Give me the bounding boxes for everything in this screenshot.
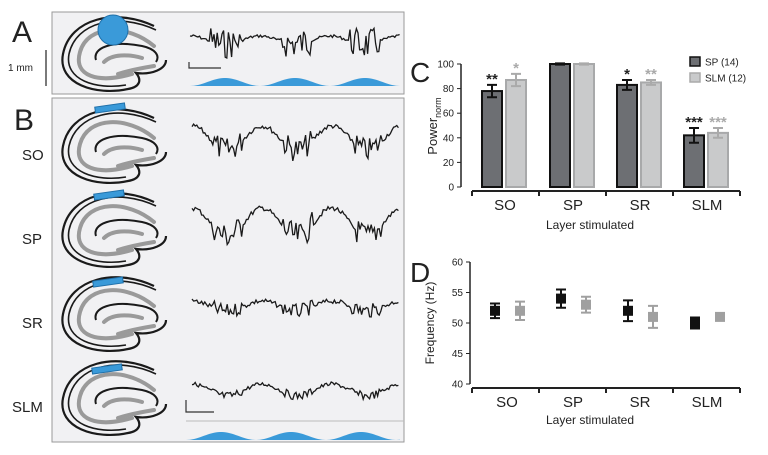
- lfp-trace: [191, 205, 399, 247]
- panel-b-letter: B: [14, 104, 34, 137]
- lfp-trace: [191, 298, 399, 318]
- x-tick-label: SLM: [692, 394, 723, 411]
- y-tick-label: 40: [452, 380, 464, 391]
- y-tick-label: 0: [448, 183, 454, 194]
- bar: [616, 83, 638, 188]
- stimulus-waveform-b: [186, 432, 400, 440]
- scale-label: 1 mm: [8, 63, 33, 74]
- stimulus-waveform-a: [190, 78, 400, 86]
- error-bar: [579, 62, 589, 66]
- y-axis-label-subscript: norm: [433, 97, 443, 118]
- stimulation-electrode: [94, 102, 126, 114]
- row-so: SO: [22, 102, 399, 185]
- error-bar: [511, 72, 521, 88]
- row-label: SP: [22, 231, 42, 248]
- data-point: [690, 318, 700, 328]
- bar: [707, 131, 729, 189]
- x-tick-label: SO: [494, 197, 516, 214]
- y-tick-label: 60: [443, 109, 455, 120]
- x-axis-label: Layer stimulated: [546, 413, 634, 427]
- row-slm: SLM: [12, 359, 399, 437]
- y-tick-label: 100: [437, 60, 454, 71]
- legend-label: SLM (12): [705, 74, 746, 85]
- lfp-trace: [191, 381, 399, 402]
- data-point: [490, 305, 500, 316]
- bar: [481, 90, 503, 188]
- data-point: [581, 299, 591, 310]
- significance-marker: ***: [685, 114, 703, 131]
- error-bar: [487, 83, 497, 99]
- y-tick-label: 60: [452, 258, 464, 269]
- error-bar: [555, 62, 565, 66]
- error-bar: [689, 126, 699, 144]
- x-axis-label: Layer stimulated: [546, 218, 634, 232]
- panel-d-letter: D: [410, 257, 430, 288]
- legend-swatch: [689, 72, 701, 83]
- x-tick-label: SO: [496, 394, 518, 411]
- row-label: SR: [22, 315, 43, 332]
- y-tick-label: 55: [452, 288, 464, 299]
- y-axis-label: Frequency (Hz): [423, 282, 437, 365]
- stimulation-electrode: [91, 363, 123, 375]
- significance-marker: *: [624, 66, 630, 83]
- data-point: [715, 311, 725, 322]
- legend-label: SP (14): [705, 58, 739, 69]
- error-bar: [713, 126, 723, 139]
- panel-b-box: [51, 97, 405, 443]
- legend-swatch: [689, 56, 701, 67]
- y-axis-label: Powernorm: [425, 97, 443, 154]
- data-point: [648, 311, 658, 322]
- error-bar: [646, 78, 656, 86]
- lfp-trace: [191, 123, 399, 162]
- significance-marker: **: [486, 71, 498, 88]
- y-tick-label: 45: [452, 349, 464, 360]
- data-point: [556, 293, 566, 304]
- stimulation-electrode: [92, 276, 124, 288]
- bar-chart-power: 0 20 40 60 80 100 SO SP SR SLM Layer stimulated Pow…: [425, 56, 746, 232]
- bar: [640, 81, 662, 188]
- x-tick-label: SR: [630, 197, 651, 214]
- bar: [549, 63, 571, 188]
- y-tick-label: 80: [443, 84, 455, 95]
- error-bar: [622, 78, 632, 91]
- bar: [573, 63, 595, 188]
- row-sr: SR: [22, 275, 399, 353]
- significance-marker: **: [645, 66, 657, 83]
- row-sp: SP: [22, 189, 399, 269]
- panel-c-letter: C: [410, 57, 430, 88]
- y-axis-label-main: Power: [425, 117, 440, 155]
- scatter-chart-frequency: 40 45 50 55 60 SO SP SR SLM Layer stimulated Frequ…: [423, 258, 741, 427]
- row-label: SLM: [12, 399, 43, 416]
- panel-a-letter: A: [12, 16, 32, 49]
- y-tick-label: 50: [452, 319, 464, 330]
- significance-marker: ***: [709, 114, 727, 131]
- row-label: SO: [22, 147, 44, 164]
- y-tick-label: 20: [443, 158, 455, 169]
- x-tick-label: SP: [563, 394, 583, 411]
- bar: [505, 78, 527, 188]
- data-point: [515, 305, 525, 316]
- x-tick-label: SLM: [692, 197, 723, 214]
- stimulation-electrode: [93, 189, 125, 201]
- lfp-trace-a: [189, 26, 400, 60]
- x-tick-label: SP: [563, 197, 583, 214]
- stimulation-spot: [97, 14, 129, 46]
- data-point: [623, 305, 633, 316]
- y-tick-label: 40: [443, 133, 455, 144]
- trace-scale-bar-b: [185, 400, 214, 413]
- x-tick-label: SR: [630, 394, 651, 411]
- significance-marker: *: [513, 60, 519, 77]
- trace-scale-bar-a: [188, 62, 221, 69]
